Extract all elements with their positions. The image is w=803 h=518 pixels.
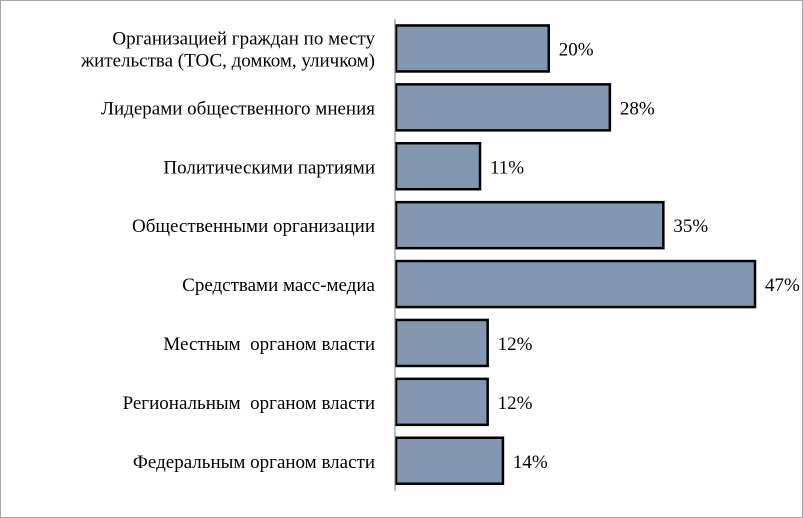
- bar: [394, 83, 612, 132]
- bar: [394, 142, 482, 191]
- bar: [394, 436, 505, 485]
- bar: [394, 377, 489, 427]
- category-label: Местным органом власти: [163, 334, 375, 355]
- category-labels: Организацией граждан по местужительства …: [80, 28, 376, 472]
- bars-layer: [394, 24, 757, 485]
- data-label: 47%: [765, 275, 800, 296]
- data-label: 12%: [498, 334, 533, 355]
- category-label: Федеральным органом власти: [133, 452, 375, 473]
- category-label: Региональным органом власти: [123, 393, 375, 414]
- category-label: Политическими партиями: [163, 157, 375, 178]
- bar: [394, 200, 665, 250]
- data-label: 12%: [498, 393, 533, 414]
- category-label: Организацией граждан по месту: [112, 28, 375, 49]
- data-label: 35%: [673, 216, 708, 237]
- data-label: 20%: [559, 39, 594, 60]
- bar: [394, 24, 551, 73]
- category-label: Средствами масс-медиа: [182, 275, 375, 296]
- data-label: 11%: [490, 157, 524, 178]
- data-label: 28%: [620, 98, 655, 119]
- category-label: жительства (ТОС, домком, уличком): [80, 50, 375, 71]
- bar: [394, 318, 489, 368]
- value-labels: 20% 28% 11% 35% 47% 12% 12% 14%: [490, 39, 800, 472]
- data-label: 14%: [513, 452, 548, 473]
- bar: [394, 259, 757, 309]
- category-label: Лидерами общественного мнения: [101, 98, 375, 119]
- category-label: Общественными организации: [132, 216, 375, 237]
